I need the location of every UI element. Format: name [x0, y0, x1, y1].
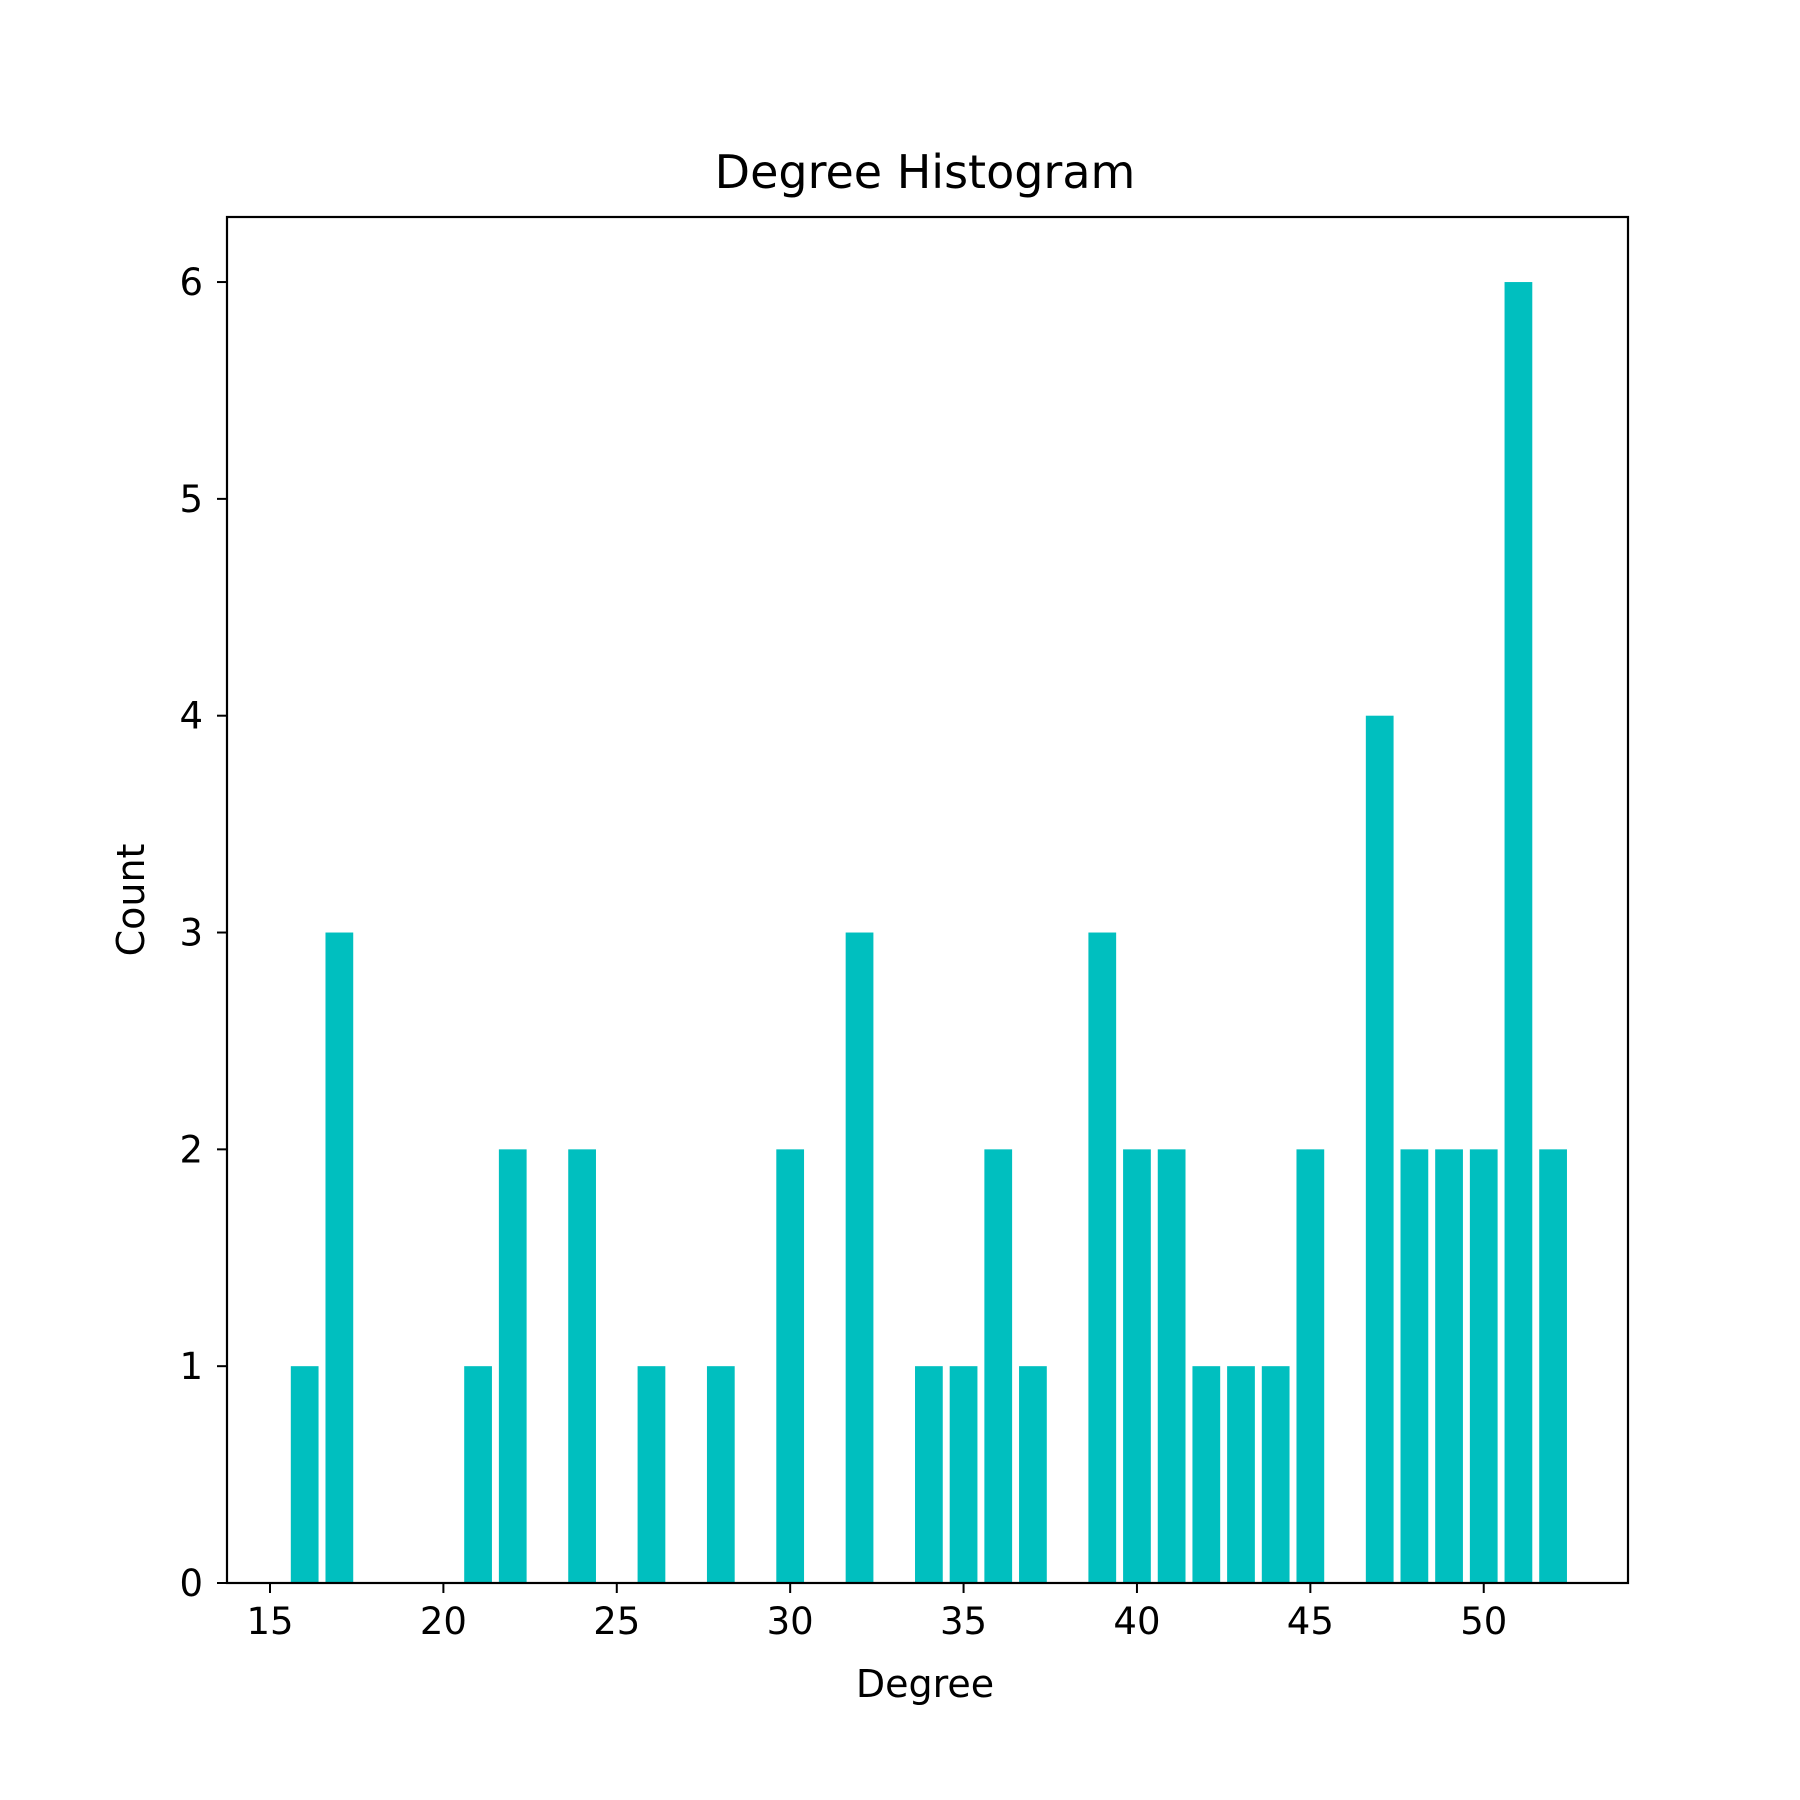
y-axis-ticks: 0 1 2 3 4 5 6	[179, 261, 227, 1605]
bar-50	[1469, 1149, 1498, 1583]
bar-49	[1435, 1149, 1463, 1583]
bar-48	[1400, 1149, 1429, 1583]
x-tick-label: 30	[767, 1600, 814, 1643]
bar-39	[1088, 932, 1117, 1583]
bar-16	[290, 1366, 319, 1583]
bar-40	[1123, 1149, 1151, 1583]
bar-47	[1365, 715, 1394, 1583]
y-axis-label: Count	[109, 844, 153, 957]
bar-26	[637, 1366, 666, 1583]
x-tick-label: 40	[1113, 1600, 1160, 1643]
y-tick-label: 6	[179, 261, 203, 304]
x-axis-label: Degree	[856, 1662, 994, 1706]
bar-37	[1019, 1366, 1047, 1583]
y-tick-label: 5	[179, 478, 203, 521]
bar-52	[1539, 1149, 1567, 1583]
x-tick-label: 50	[1460, 1600, 1507, 1643]
y-tick-label: 3	[179, 912, 203, 955]
bar-35	[949, 1366, 978, 1583]
x-tick-label: 15	[246, 1600, 293, 1643]
bar-22	[498, 1149, 527, 1583]
x-tick-label: 25	[593, 1600, 640, 1643]
x-tick-label: 35	[940, 1600, 987, 1643]
bar-42	[1192, 1366, 1221, 1583]
bar-44	[1261, 1366, 1290, 1583]
y-tick-label: 4	[179, 695, 203, 738]
bars-group	[290, 282, 1567, 1583]
bar-51	[1504, 282, 1533, 1583]
bar-21	[464, 1366, 492, 1583]
bar-17	[325, 932, 354, 1583]
y-tick-label: 0	[179, 1562, 203, 1605]
y-tick-label: 2	[179, 1128, 203, 1171]
x-tick-label: 45	[1287, 1600, 1334, 1643]
plot-frame	[225, 215, 1630, 1585]
bar-36	[984, 1149, 1013, 1583]
bar-43	[1227, 1366, 1255, 1583]
y-tick-label: 1	[179, 1345, 203, 1388]
x-axis-ticks: 15 20 25 30 35 40 45 50	[246, 1583, 1507, 1643]
bar-24	[568, 1149, 596, 1583]
chart-title: Degree Histogram	[715, 145, 1136, 199]
bar-34	[915, 1366, 943, 1583]
bar-45	[1296, 1149, 1325, 1583]
bar-32	[845, 932, 874, 1583]
bar-30	[776, 1149, 805, 1583]
bar-28	[706, 1366, 735, 1583]
bar-41	[1157, 1149, 1186, 1583]
x-tick-label: 20	[420, 1600, 467, 1643]
